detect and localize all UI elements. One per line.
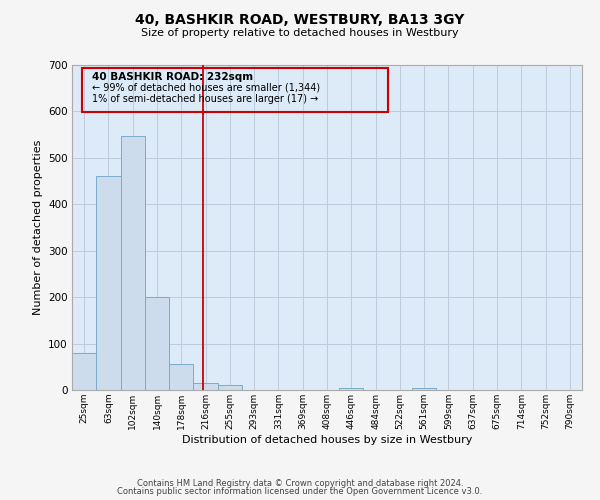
Text: Contains public sector information licensed under the Open Government Licence v3: Contains public sector information licen… (118, 487, 482, 496)
Text: 40 BASHKIR ROAD: 232sqm: 40 BASHKIR ROAD: 232sqm (92, 72, 254, 82)
X-axis label: Distribution of detached houses by size in Westbury: Distribution of detached houses by size … (182, 434, 472, 444)
Bar (82, 68, 388, 112)
Bar (121, 136, 145, 390)
Bar (72, 353, 96, 390)
Text: 1% of semi-detached houses are larger (17) →: 1% of semi-detached houses are larger (1… (92, 94, 319, 104)
Text: Size of property relative to detached houses in Westbury: Size of property relative to detached ho… (141, 28, 459, 38)
Bar (145, 297, 169, 390)
Text: 40, BASHKIR ROAD, WESTBURY, BA13 3GY: 40, BASHKIR ROAD, WESTBURY, BA13 3GY (136, 12, 464, 26)
Bar (339, 388, 364, 390)
Y-axis label: Number of detached properties: Number of detached properties (32, 140, 43, 315)
Text: ← 99% of detached houses are smaller (1,344): ← 99% of detached houses are smaller (1,… (92, 83, 320, 93)
Bar (218, 386, 242, 390)
Bar (193, 383, 218, 390)
Bar (169, 364, 193, 390)
Bar (96, 176, 121, 390)
Bar (412, 388, 436, 390)
Text: Contains HM Land Registry data © Crown copyright and database right 2024.: Contains HM Land Registry data © Crown c… (137, 478, 463, 488)
